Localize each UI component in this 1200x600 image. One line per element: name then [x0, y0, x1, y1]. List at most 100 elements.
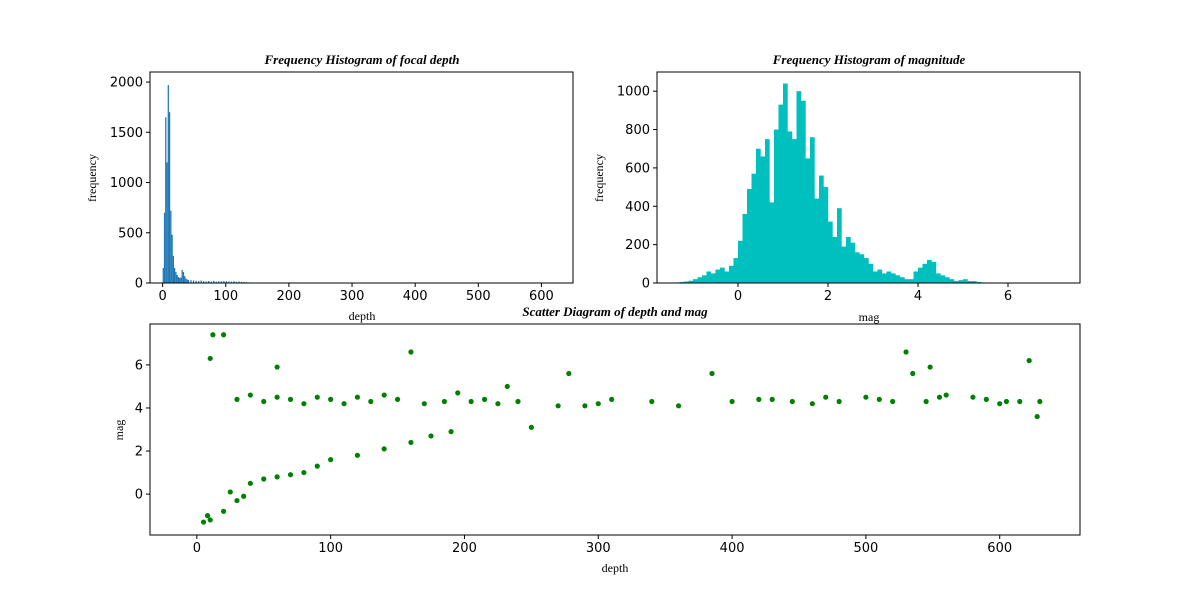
- x-tick-label: 6: [1004, 289, 1012, 304]
- histogram-bar: [688, 280, 694, 283]
- scatter-point: [504, 383, 510, 390]
- scatter-point: [970, 394, 976, 400]
- x-tick-label: 600: [987, 541, 1012, 556]
- scatter-point: [1034, 413, 1040, 420]
- scatter-point: [515, 398, 521, 405]
- scatter-point: [394, 396, 401, 402]
- histogram-bar: [693, 279, 698, 283]
- scatter-point: [481, 396, 488, 402]
- histogram-bar: [177, 276, 180, 283]
- histogram-bar: [769, 202, 775, 283]
- histogram-bar: [715, 269, 721, 283]
- histogram-bar: [163, 212, 166, 283]
- scatter-point: [997, 401, 1003, 407]
- depth-mag-scatter-panel: Scatter Diagram of depth and mag 0 100 200…: [112, 304, 1081, 575]
- scatter-point: [247, 480, 253, 486]
- scatter-title: Scatter Diagram of depth and mag: [522, 304, 708, 319]
- histogram-bar: [738, 240, 743, 283]
- scatter-point: [789, 398, 795, 405]
- histogram-bar: [172, 255, 174, 283]
- histogram-bar: [922, 263, 928, 283]
- scatter-point: [247, 392, 253, 398]
- x-tick-label: 4: [914, 289, 922, 304]
- histogram-bar: [175, 271, 177, 283]
- histogram-bar: [171, 234, 173, 283]
- scatter-point: [287, 396, 294, 402]
- histogram-bar: [963, 279, 968, 283]
- scatter-point: [923, 398, 929, 405]
- depth-histogram-x-ticks: 0 100 200 300 400 500 600: [158, 283, 554, 304]
- scatter-point: [234, 396, 240, 402]
- y-tick-label: 600: [625, 161, 650, 176]
- scatter-point: [609, 396, 615, 402]
- magnitude-histogram-bars: [675, 83, 1063, 284]
- scatter-point: [261, 398, 267, 405]
- histogram-bar: [181, 269, 183, 283]
- scatter-point: [836, 398, 842, 405]
- scatter-point: [441, 398, 447, 405]
- histogram-bar: [945, 277, 950, 283]
- histogram-bar: [225, 281, 228, 283]
- histogram-bar: [228, 281, 230, 283]
- histogram-bar: [891, 273, 896, 283]
- y-tick-label: 500: [118, 226, 143, 241]
- histogram-bar: [936, 273, 941, 283]
- histogram-bar: [837, 208, 842, 283]
- histogram-bar: [900, 277, 905, 283]
- scatter-point: [220, 508, 227, 514]
- scatter-point: [368, 398, 374, 405]
- histogram-bar: [792, 139, 797, 283]
- histogram-bar: [913, 271, 919, 283]
- y-tick-label: 0: [642, 277, 650, 292]
- scatter-point: [227, 489, 233, 495]
- histogram-bar: [223, 280, 225, 283]
- histogram-bar: [810, 137, 815, 283]
- y-tick-label: 0: [135, 277, 143, 292]
- scatter-point: [328, 396, 334, 402]
- scatter-point: [408, 349, 414, 355]
- histogram-bar: [855, 252, 860, 283]
- histogram-bar: [182, 271, 185, 283]
- histogram-bar: [832, 236, 838, 283]
- y-tick-label: 800: [625, 123, 650, 138]
- histogram-bar: [733, 258, 739, 283]
- histogram-bar: [729, 265, 734, 283]
- x-tick-label: 600: [529, 289, 554, 304]
- histogram-bar: [796, 91, 802, 283]
- scatter-point: [927, 364, 933, 370]
- histogram-bar: [850, 242, 856, 283]
- scatter-point: [341, 401, 347, 407]
- scatter-point: [200, 519, 207, 525]
- histogram-bar: [814, 198, 820, 283]
- scatter-point: [261, 476, 267, 482]
- histogram-bar: [187, 279, 190, 283]
- x-tick-label: 100: [318, 541, 343, 556]
- magnitude-histogram-ylabel: frequency: [592, 154, 606, 202]
- scatter-point: [823, 394, 829, 400]
- histogram-bar: [200, 280, 202, 283]
- histogram-bar: [787, 131, 793, 283]
- x-tick-label: 0: [193, 541, 201, 556]
- y-tick-label: 0: [135, 488, 143, 503]
- histogram-bar: [805, 158, 811, 283]
- histogram-bar: [958, 280, 964, 283]
- scatter-point: [207, 517, 213, 523]
- histogram-bar: [742, 213, 748, 283]
- histogram-bar: [756, 148, 761, 283]
- histogram-bar: [184, 275, 186, 283]
- scatter-point: [649, 398, 655, 405]
- histogram-bar: [904, 279, 910, 283]
- histogram-bar: [864, 258, 869, 283]
- scatter-point: [274, 474, 280, 480]
- scatter-point: [328, 457, 334, 463]
- histogram-bar: [886, 271, 892, 283]
- histogram-bar: [167, 85, 169, 283]
- scatter-point: [381, 392, 387, 398]
- histogram-bar: [895, 275, 901, 283]
- x-tick-label: 300: [586, 541, 611, 556]
- histogram-bar: [778, 104, 784, 283]
- magnitude-histogram-frame: [656, 71, 1081, 284]
- histogram-bar: [751, 173, 757, 283]
- histogram-bar: [235, 281, 238, 283]
